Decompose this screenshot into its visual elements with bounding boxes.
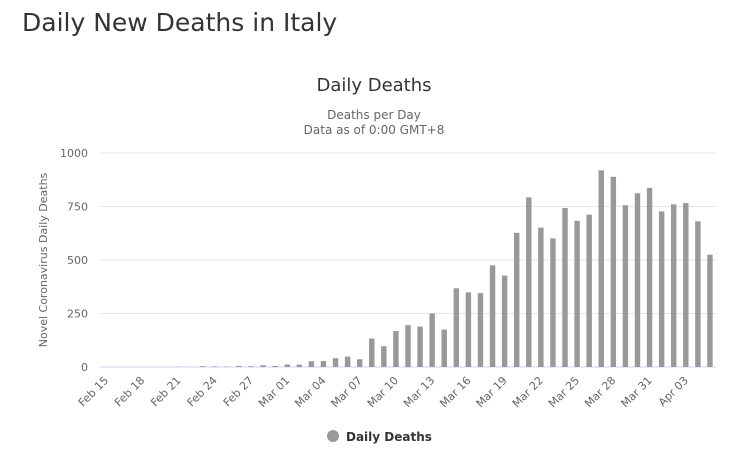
bar[interactable]: [598, 170, 604, 367]
bar[interactable]: [344, 356, 351, 367]
bar[interactable]: [308, 361, 315, 367]
x-tick-label: Mar 16: [437, 374, 473, 410]
bar[interactable]: [369, 338, 375, 367]
bar[interactable]: [695, 221, 701, 367]
legend[interactable]: Daily Deaths: [327, 430, 432, 444]
bar[interactable]: [212, 366, 218, 367]
bar[interactable]: [272, 365, 278, 367]
bar[interactable]: [393, 331, 399, 367]
bar[interactable]: [429, 313, 435, 368]
bar[interactable]: [610, 176, 617, 367]
bar[interactable]: [634, 193, 641, 367]
bar[interactable]: [453, 288, 460, 367]
x-tick-label: Mar 28: [582, 374, 618, 410]
y-tick-label: 500: [67, 254, 88, 267]
bar[interactable]: [538, 227, 544, 367]
chart-title: Daily Deaths: [316, 75, 431, 96]
x-tick-label: Feb 21: [148, 374, 183, 409]
bar[interactable]: [513, 232, 520, 367]
bar[interactable]: [199, 366, 206, 367]
x-tick-label: Feb 27: [221, 374, 256, 409]
x-tick-label: Mar 10: [365, 374, 401, 410]
bar[interactable]: [658, 211, 665, 367]
bar[interactable]: [707, 254, 713, 367]
y-axis-label: Novel Coronavirus Daily Deaths: [37, 172, 50, 347]
bar[interactable]: [562, 207, 568, 367]
x-tick-label: Mar 04: [292, 374, 328, 410]
bar[interactable]: [550, 238, 556, 367]
x-tick-label: Mar 19: [474, 374, 510, 410]
bar[interactable]: [405, 325, 411, 367]
bar[interactable]: [417, 326, 423, 367]
bar[interactable]: [586, 214, 592, 367]
bar[interactable]: [501, 275, 508, 367]
y-tick-label: 250: [67, 308, 88, 321]
y-tick-label: 0: [81, 361, 88, 374]
x-tick-label: Mar 31: [618, 374, 654, 410]
bar[interactable]: [236, 365, 242, 367]
legend-marker: [327, 430, 339, 442]
chart-subtitle-line-1: Deaths per Day: [327, 108, 421, 122]
bar[interactable]: [574, 220, 580, 367]
x-tick-label: Mar 07: [329, 374, 365, 410]
bar[interactable]: [296, 364, 303, 367]
bar[interactable]: [320, 361, 327, 367]
bar[interactable]: [441, 329, 447, 367]
bar[interactable]: [260, 365, 266, 367]
y-tick-label: 1000: [60, 147, 88, 160]
bar[interactable]: [526, 197, 532, 367]
y-axis-ticks: 0 250 500 750 1000: [60, 147, 88, 374]
bar[interactable]: [465, 292, 472, 367]
bar[interactable]: [356, 359, 363, 367]
chart-subtitle-line-2: Data as of 0:00 GMT+8: [304, 123, 445, 137]
x-tick-label: Apr 03: [656, 374, 691, 409]
bar[interactable]: [622, 205, 629, 367]
bar[interactable]: [248, 366, 254, 367]
x-axis-ticks: Feb 15 Feb 18 Feb 21 Feb 24 Feb 27 Mar 01 Mar …: [76, 374, 691, 410]
bar[interactable]: [284, 364, 290, 367]
x-tick-label: Mar 13: [401, 374, 437, 410]
bar[interactable]: [332, 358, 339, 367]
bar[interactable]: [683, 203, 689, 367]
x-tick-label: Mar 25: [546, 374, 582, 410]
bar[interactable]: [477, 293, 484, 367]
bar[interactable]: [489, 265, 496, 367]
x-tick-label: Feb 24: [185, 374, 220, 409]
legend-label[interactable]: Daily Deaths: [346, 430, 432, 444]
page-heading: Daily New Deaths in Italy: [22, 8, 338, 37]
x-tick-label: Feb 15: [76, 374, 111, 409]
x-tick-label: Feb 18: [112, 374, 147, 409]
y-tick-label: 750: [67, 201, 88, 214]
x-tick-label: Mar 22: [510, 374, 546, 410]
bar-series: [175, 170, 713, 368]
x-tick-label: Mar 01: [256, 374, 292, 410]
bar[interactable]: [381, 346, 387, 367]
bar[interactable]: [671, 204, 677, 367]
bar[interactable]: [646, 187, 653, 367]
